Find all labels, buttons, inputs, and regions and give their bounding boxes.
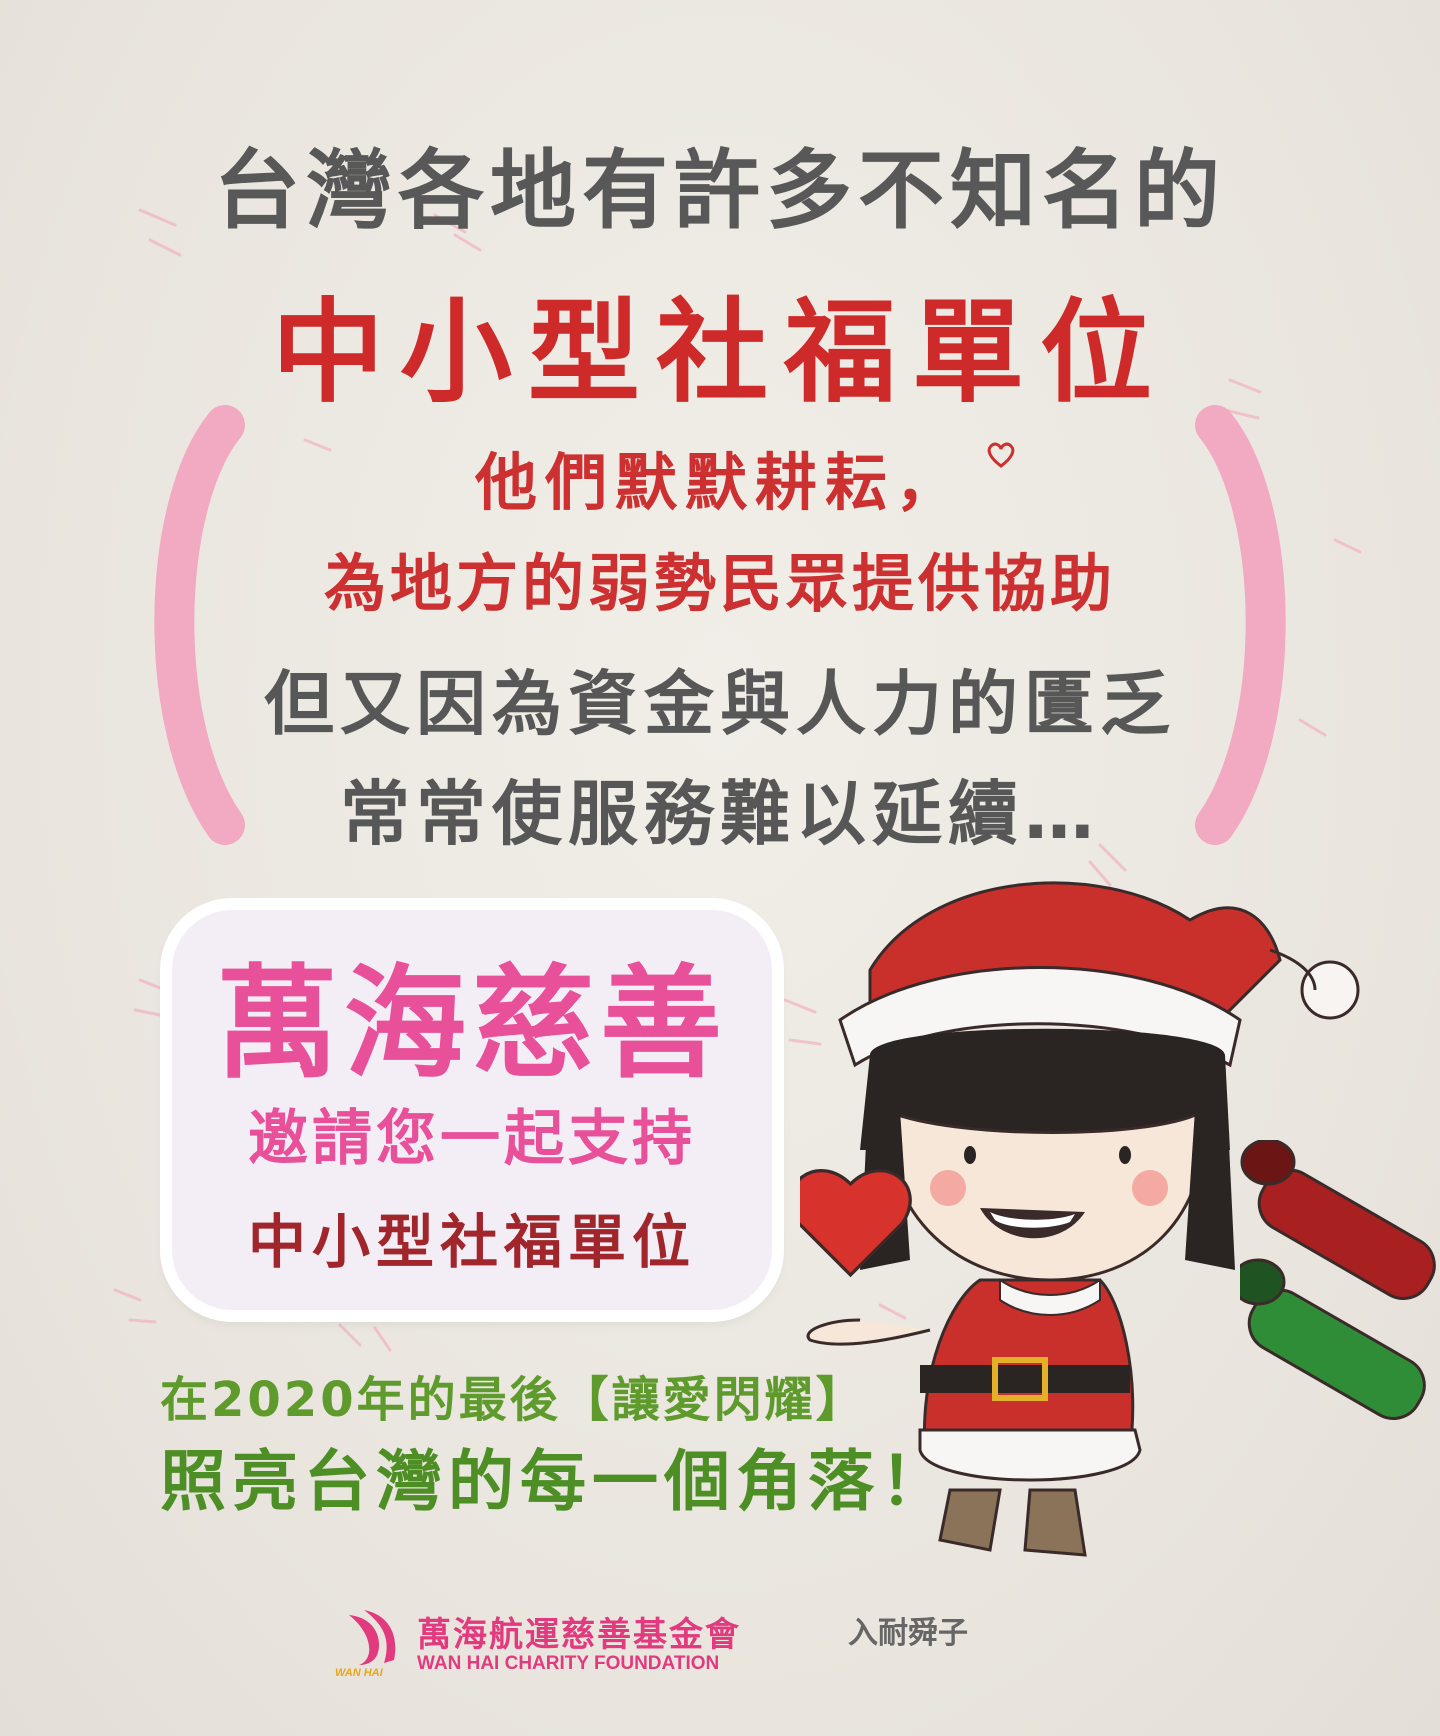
hat-pompom: [1300, 960, 1360, 1020]
logo-mark-text: WAN HAI: [335, 1667, 383, 1679]
foundation-emblem-icon: [349, 1610, 396, 1665]
closing-line-2: 照亮台灣的每一個角落！: [160, 1443, 952, 1520]
badge-title: 萬海慈善: [216, 953, 728, 1095]
right-bracket: [1195, 405, 1286, 845]
headline-main: 中小型社福單位: [272, 288, 1168, 418]
logo-english-name: WAN HAI CHARITY FOUNDATION: [417, 1653, 720, 1674]
santa-girl-illustration: [800, 881, 1360, 1557]
badge-target: 中小型社福單位: [247, 1208, 696, 1276]
badge-subtitle: 邀請您一起支持: [248, 1104, 696, 1174]
marker-pens: [1240, 1140, 1436, 1420]
small-heart-icon: [987, 442, 1015, 468]
invitation-badge: [172, 910, 772, 1310]
logo-chinese-name: 萬海航運慈善基金會: [417, 1615, 741, 1655]
headline-line-1: 台灣各地有許多不知名的: [214, 141, 1226, 241]
body-line-3: 但又因為資金與人力的匱乏: [264, 663, 1176, 745]
artist-signature: 入耐舜子: [848, 1616, 968, 1651]
foundation-logo: WAN HAI 萬海航運慈善基金會 WAN HAI CHARITY FOUNDA…: [335, 1605, 785, 1685]
red-heart-icon: [800, 1169, 912, 1278]
body-line-2: 為地方的弱勢民眾提供協助: [323, 547, 1116, 620]
left-bracket: [154, 405, 245, 845]
closing-line-1: 在2020年的最後【讓愛閃耀】: [160, 1372, 867, 1428]
body-line-4: 常常使服務難以延續…: [340, 773, 1100, 855]
green-marker: [1240, 1258, 1426, 1420]
body-line-1: 他們默默耕耘，: [474, 446, 965, 519]
red-marker: [1240, 1140, 1436, 1300]
